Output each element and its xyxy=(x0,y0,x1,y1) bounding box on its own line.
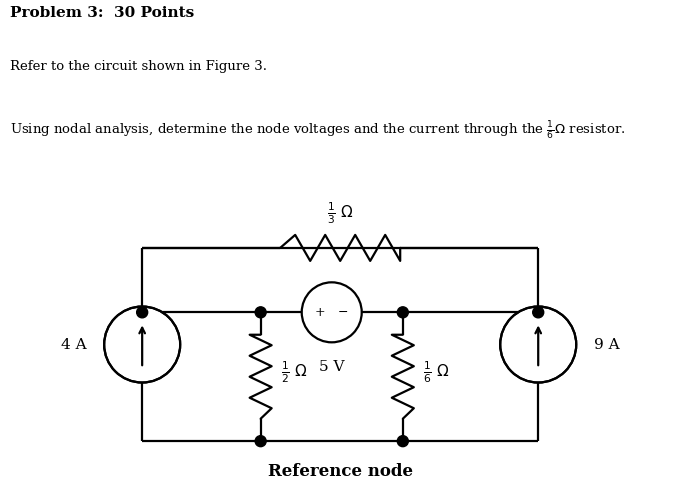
Circle shape xyxy=(302,283,362,342)
Text: Reference node: Reference node xyxy=(267,463,413,480)
Text: Refer to the circuit shown in Figure 3.: Refer to the circuit shown in Figure 3. xyxy=(10,60,267,73)
Text: −: − xyxy=(338,306,349,319)
Text: $\frac{1}{6}\ \Omega$: $\frac{1}{6}\ \Omega$ xyxy=(423,359,450,385)
Text: 4 A: 4 A xyxy=(60,338,86,351)
Text: $\frac{1}{2}\ \Omega$: $\frac{1}{2}\ \Omega$ xyxy=(281,359,307,385)
Circle shape xyxy=(397,307,408,318)
Text: 5 V: 5 V xyxy=(319,360,345,374)
Text: Using nodal analysis, determine the node voltages and the current through the $\: Using nodal analysis, determine the node… xyxy=(10,120,626,142)
Circle shape xyxy=(533,307,544,318)
Circle shape xyxy=(137,307,148,318)
Circle shape xyxy=(255,436,266,447)
Text: +: + xyxy=(315,306,326,319)
Circle shape xyxy=(397,436,408,447)
Circle shape xyxy=(255,307,266,318)
Text: Problem 3:  30 Points: Problem 3: 30 Points xyxy=(10,6,194,20)
Text: $\frac{1}{3}\ \Omega$: $\frac{1}{3}\ \Omega$ xyxy=(327,201,353,226)
Circle shape xyxy=(500,306,576,383)
Text: 9 A: 9 A xyxy=(594,338,620,351)
Circle shape xyxy=(104,306,180,383)
